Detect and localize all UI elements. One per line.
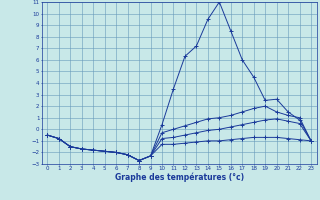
X-axis label: Graphe des températures (°c): Graphe des températures (°c) <box>115 172 244 182</box>
